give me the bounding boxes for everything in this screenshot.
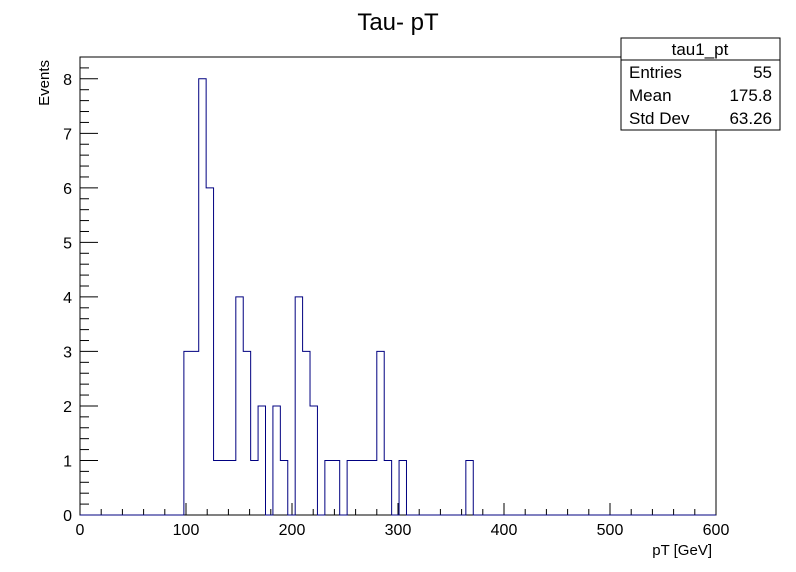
y-tick-label: 7 <box>63 126 72 143</box>
y-tick-label: 0 <box>63 508 72 525</box>
stats-box-title: tau1_pt <box>672 40 729 59</box>
y-tick-label: 8 <box>63 72 72 89</box>
x-tick-label: 200 <box>279 522 306 539</box>
y-tick-label: 1 <box>63 453 72 470</box>
y-tick-label: 2 <box>63 399 72 416</box>
x-tick-label: 600 <box>703 522 730 539</box>
stats-row-label: Std Dev <box>629 109 690 128</box>
histogram-series-line <box>80 78 716 516</box>
x-tick-label: 300 <box>385 522 412 539</box>
x-tick-label: 100 <box>173 522 200 539</box>
stats-row-label: Mean <box>629 86 672 105</box>
stats-row-label: Entries <box>629 63 682 82</box>
x-axis-label: pT [GeV] <box>652 542 712 559</box>
stats-box-frame <box>620 37 781 131</box>
stats-row-value: 175.8 <box>729 86 772 105</box>
y-tick-label: 6 <box>63 181 72 198</box>
stats-row-value: 63.26 <box>729 109 772 128</box>
chart-title: Tau- pT <box>357 9 439 36</box>
stats-rows: Entries 55 Mean 175.8 Std Dev 63.26 <box>629 63 772 128</box>
stats-box: tau1_pt Entries 55 Mean 175.8 Std Dev 63.26 <box>620 37 781 131</box>
x-tick-label: 0 <box>76 522 85 539</box>
y-tick-label: 3 <box>63 344 72 361</box>
stats-row-value: 55 <box>753 63 772 82</box>
y-tick-label: 5 <box>63 235 72 252</box>
x-tick-label: 500 <box>597 522 624 539</box>
axis-tick-labels: 0 100 200 300 400 500 600 0 1 2 3 4 5 6 7 8 <box>63 72 729 539</box>
plot-frame <box>79 56 717 516</box>
x-tick-label: 400 <box>491 522 518 539</box>
y-axis-label: Events <box>36 60 53 106</box>
axis-ticks <box>79 56 717 516</box>
y-tick-label: 4 <box>63 290 72 307</box>
